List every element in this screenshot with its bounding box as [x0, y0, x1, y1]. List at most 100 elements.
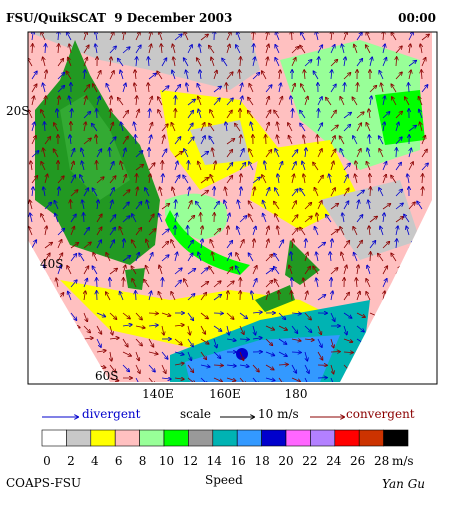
wind-arrow [422, 265, 423, 274]
wind-arrow [45, 279, 49, 287]
wind-arrow [409, 378, 417, 383]
wind-arrow [370, 187, 371, 196]
wind-arrow [383, 365, 392, 366]
wind-arrow [409, 256, 416, 261]
wind-arrow [71, 352, 76, 359]
colorbar-box [140, 430, 164, 446]
wind-arrow [422, 365, 426, 373]
wind-arrow [32, 365, 37, 373]
wind-arrow [45, 326, 53, 330]
wind-arrow [422, 352, 425, 361]
lon-label: 180 [285, 387, 308, 401]
wind-arrow [84, 377, 93, 378]
legend-scale-value: 10 m/s [258, 407, 299, 421]
colorbar-tick: 10 [159, 454, 174, 468]
wind-arrow [409, 352, 411, 361]
wind-arrow [396, 365, 405, 367]
wind-arrow [71, 365, 78, 370]
wind-arrow [370, 378, 378, 383]
wind-arrow [318, 109, 319, 118]
wind-arrow [135, 291, 136, 300]
wind-arrow [71, 378, 80, 379]
colorbar-tick: 16 [231, 454, 246, 468]
wind-arrow [58, 313, 60, 322]
lat-label: 60S [95, 369, 119, 383]
colorbar-tick: 22 [302, 454, 317, 468]
wind-arrow [396, 339, 400, 347]
wind-arrow [45, 352, 49, 360]
colorbar-box [115, 430, 139, 446]
wind-arrow [357, 352, 366, 353]
wind-arrow [45, 313, 47, 322]
wind-arrow [418, 240, 422, 248]
colorbar-tick: 18 [254, 454, 269, 468]
wind-arrow [45, 378, 51, 384]
wind-arrow [419, 292, 422, 300]
wind-arrow [32, 378, 34, 387]
colorbar-box [237, 430, 261, 446]
lon-label: 140E [142, 387, 174, 401]
wind-arrow [422, 326, 431, 327]
colorbar-tick: 2 [67, 454, 75, 468]
wind-arrow [383, 352, 391, 356]
wind-arrow [396, 313, 400, 321]
wind-arrow [409, 339, 412, 347]
colorbar-tick: 26 [350, 454, 365, 468]
wind-arrow [109, 148, 110, 157]
colorbar-label: Speed [205, 473, 243, 487]
wind-arrow [175, 96, 176, 105]
wind-arrow [30, 265, 32, 274]
wind-arrow [45, 293, 51, 300]
wind-arrow [96, 109, 97, 118]
wind-arrow [409, 280, 415, 287]
wind-arrow [422, 226, 425, 235]
wind-arrow [58, 378, 60, 387]
colorbar-tick: 24 [326, 454, 342, 468]
wind-arrow [162, 278, 163, 287]
wind-arrow [58, 326, 67, 329]
wind-arrow [422, 376, 431, 378]
colorbar-box [310, 430, 334, 446]
legend-divergent: divergent [82, 407, 141, 421]
colorbar-tick: 20 [278, 454, 293, 468]
legend-convergent: convergent [346, 407, 415, 421]
colorbar-tick: 0 [43, 454, 51, 468]
colorbar-tick: 6 [115, 454, 123, 468]
wind-arrow [344, 378, 353, 380]
colorbar-box [66, 430, 90, 446]
wind-arrow [292, 352, 301, 353]
colorbar-box [42, 430, 66, 446]
wind-arrow [32, 291, 33, 300]
colorbar-box [262, 430, 286, 446]
wind-arrow [370, 252, 371, 261]
wind-arrow [370, 326, 377, 331]
colorbar-tick: 14 [207, 454, 223, 468]
colorbar-tick: 4 [91, 454, 99, 468]
legend-scale: scale [180, 407, 211, 421]
colorbar-tick: 12 [183, 454, 198, 468]
wind-arrow [84, 352, 91, 358]
wind-arrow [96, 161, 97, 170]
wind-arrow [370, 339, 378, 342]
footer-left: COAPS-FSU [6, 476, 81, 490]
wind-arrow [58, 352, 66, 355]
wind-arrow [396, 279, 399, 287]
wind-arrow [188, 161, 189, 170]
colorbar-unit: m/s [392, 454, 414, 468]
colorbar-box [286, 430, 310, 446]
wind-arrow [383, 339, 391, 342]
colorbar-box [359, 430, 383, 446]
wind-arrow [45, 339, 51, 346]
wind-arrow [409, 326, 418, 328]
wind-map [27, 31, 438, 387]
wind-arrow [370, 365, 378, 369]
wind-arrow [214, 365, 223, 366]
wind-arrow [84, 365, 93, 367]
wind-arrow [396, 291, 398, 300]
wind-arrow [422, 313, 430, 318]
colorbar-box [164, 430, 188, 446]
colorbar-box [91, 430, 115, 446]
